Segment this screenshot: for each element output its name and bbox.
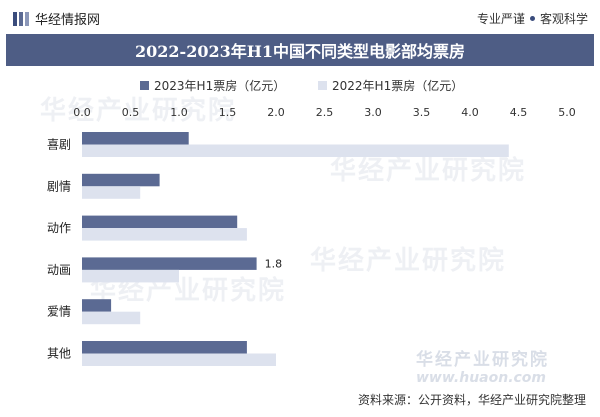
- category-label: 动作: [47, 221, 71, 235]
- bar: [82, 215, 238, 229]
- chart-title-bar: 2022-2023年H1中国不同类型电影部均票房: [6, 34, 594, 66]
- bar: [82, 186, 141, 199]
- bar: [82, 341, 247, 354]
- bar: [82, 144, 509, 157]
- bar: [82, 173, 160, 187]
- legend-swatch: [140, 81, 149, 90]
- category-label: 剧情: [47, 179, 71, 193]
- x-tick-label: 2.5: [316, 106, 334, 119]
- bar: [82, 257, 257, 270]
- legend-swatch: [318, 81, 327, 90]
- bar: [82, 299, 112, 312]
- x-tick-label: 4.0: [461, 106, 479, 119]
- x-tick-label: 5.0: [558, 106, 576, 119]
- data-label: 1.8: [265, 258, 283, 271]
- bullet-dot-icon: [529, 16, 535, 21]
- tagline-left: 专业严谨: [476, 12, 525, 26]
- x-tick-label: 0.5: [122, 106, 140, 119]
- x-tick-label: 4.5: [510, 106, 528, 119]
- category-label: 喜剧: [47, 138, 71, 152]
- x-tick-label: 1.5: [219, 106, 237, 119]
- bar: [82, 269, 179, 283]
- x-tick-label: 3.5: [413, 106, 431, 119]
- huajing-logo-icon: [13, 11, 29, 26]
- category-label: 动画: [47, 263, 71, 277]
- logo: 华经情报网: [12, 9, 100, 28]
- bar: [82, 311, 141, 325]
- tagline-right: 客观科学: [539, 12, 588, 26]
- category-label: 爱情: [47, 305, 71, 319]
- x-tick-label: 2.0: [267, 106, 285, 119]
- header: 华经情报网 专业严谨 客观科学: [0, 0, 600, 34]
- x-tick-label: 3.0: [364, 106, 382, 119]
- x-tick-label: 0.0: [73, 106, 91, 119]
- category-label: 其他: [47, 347, 71, 361]
- bar: [82, 353, 276, 366]
- logo-text: 华经情报网: [35, 13, 101, 28]
- chart-title: 2022-2023年H1中国不同类型电影部均票房: [135, 42, 465, 61]
- source-note: 资料来源：公开资料，华经产业研究院整理: [357, 393, 586, 407]
- legend-label: 2022年H1票房（亿元）: [332, 78, 463, 93]
- bar: [82, 228, 247, 241]
- bar: [82, 132, 189, 145]
- chart: 2023年H1票房（亿元） 2022年H1票房（亿元） 0.0 0.5 1.0 1.5 2.…: [47, 78, 576, 366]
- tagline: 专业严谨 客观科学: [477, 10, 588, 27]
- legend-label: 2023年H1票房（亿元）: [154, 78, 285, 93]
- x-tick-label: 1.0: [170, 106, 188, 119]
